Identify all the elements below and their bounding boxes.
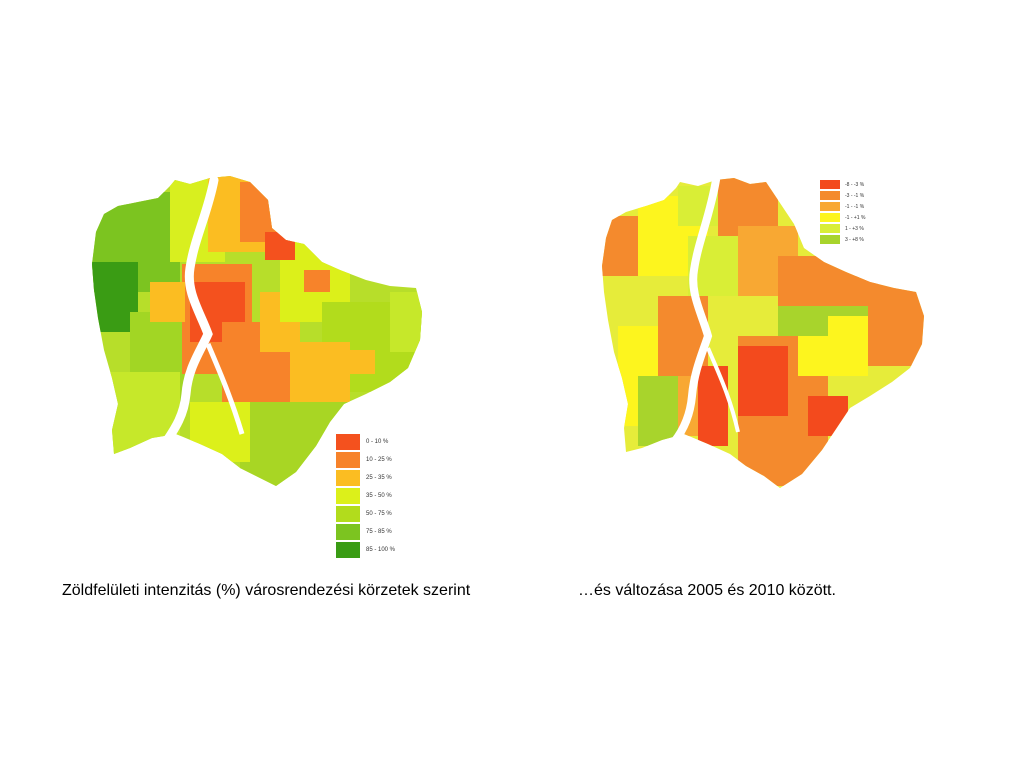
legend-swatch [336,488,360,504]
legend-swatch [336,470,360,486]
legend-item: 35 - 50 % [336,488,392,504]
legend-label: -3 - -1 % [845,192,865,199]
legend-swatch [336,542,360,558]
left-caption: Zöldfelületi intenzitás (%) városrendezé… [62,582,471,599]
legend-swatch [336,434,360,450]
right-legend: -8 - -3 % -3 - -1 % -1 - -1 % -1 - +1 % … [820,180,910,246]
legend-label: 3 - +8 % [845,236,864,243]
legend-label: 50 - 75 % [366,511,392,517]
legend-swatch [820,180,840,189]
green-intensity-map [90,172,430,492]
legend-item: 0 - 10 % [336,434,388,450]
legend-swatch [336,524,360,540]
legend-swatch [336,506,360,522]
legend-swatch [820,202,840,211]
left-legend: 0 - 10 % 10 - 25 % 25 - 35 % 35 - 50 % 5… [336,434,436,560]
river-left [161,175,219,447]
legend-item: 3 - +8 % [820,235,864,244]
green-change-map-graphic [602,176,924,488]
river-branch-right [706,347,740,433]
legend-label: 0 - 10 % [366,439,389,445]
legend-label: 75 - 85 % [366,529,392,535]
legend-item: 85 - 100 % [336,542,395,558]
legend-label: 35 - 50 % [366,493,392,499]
legend-label: -8 - -3 % [845,181,865,188]
legend-item: -3 - -1 % [820,191,864,200]
legend-swatch [820,191,840,200]
right-caption: …és változása 2005 és 2010 között. [578,582,836,599]
green-intensity-map-graphic [92,175,422,486]
river-branch-left [205,343,245,435]
legend-swatch [820,235,840,244]
legend-label: -1 - -1 % [845,203,865,210]
legend-item: 1 - +3 % [820,224,864,233]
legend-label: 10 - 25 % [366,457,392,463]
legend-item: 75 - 85 % [336,524,392,540]
legend-item: -1 - +1 % [820,213,865,222]
legend-swatch [820,213,840,222]
legend-item: 10 - 25 % [336,452,392,468]
legend-item: -1 - -1 % [820,202,864,211]
legend-item: 50 - 75 % [336,506,392,522]
legend-label: -1 - +1 % [845,214,866,221]
legend-label: 85 - 100 % [366,547,396,553]
legend-label: 1 - +3 % [845,225,864,232]
legend-item: 25 - 35 % [336,470,392,486]
legend-swatch [820,224,840,233]
legend-swatch [336,452,360,468]
river-right [670,176,720,446]
legend-item: -8 - -3 % [820,180,864,189]
green-change-map [598,176,928,488]
legend-label: 25 - 35 % [366,475,392,481]
